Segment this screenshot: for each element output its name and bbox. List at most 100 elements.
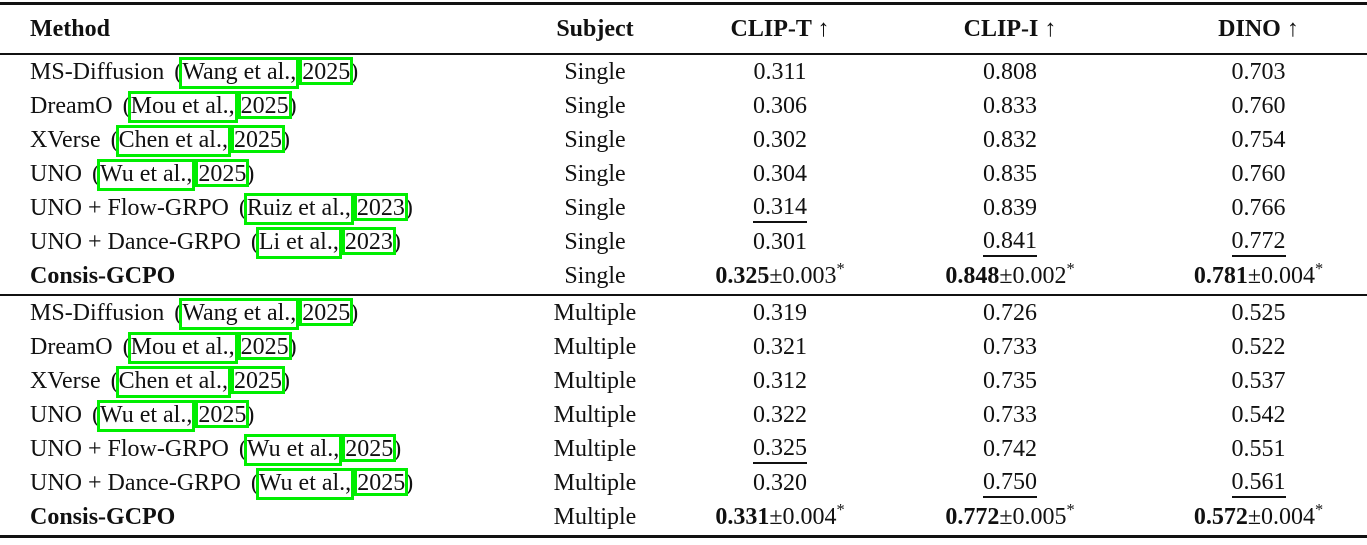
citation-author-link[interactable]: Li et al., xyxy=(258,229,339,256)
citation-author-link[interactable]: Mou et al., xyxy=(130,333,235,360)
col-header-method: Method xyxy=(30,15,110,42)
dino-value-cell: 0.522 xyxy=(1150,334,1367,361)
method-cell: UNO + Flow-GRPO (Ruiz et al., 2023) xyxy=(0,195,500,222)
method-name: MS-Diffusion xyxy=(30,58,165,85)
citation-author-link[interactable]: Ruiz et al., xyxy=(246,195,351,222)
citation-year-link[interactable]: 2023 xyxy=(344,229,393,256)
citation-year-link[interactable]: 2025 xyxy=(198,160,247,187)
citation-author-link[interactable]: Wang et al., xyxy=(182,299,297,326)
clip-t-value: 0.314 xyxy=(753,194,807,224)
clip-t-value-cell: 0.311 xyxy=(690,59,870,86)
clip-t-value-cell: 0.314 xyxy=(690,194,870,224)
dino-stddev: ±0.004 xyxy=(1247,504,1315,531)
citation-year-link[interactable]: 2025 xyxy=(302,58,351,85)
citation-year-link[interactable]: 2025 xyxy=(198,401,247,428)
clip-i-value-cell: 0.733 xyxy=(870,402,1150,429)
citation-year-link[interactable]: 2025 xyxy=(233,126,282,153)
table-row: XVerse (Chen et al., 2025) Single 0.302 0… xyxy=(0,123,1367,157)
citation-close-paren: ) xyxy=(281,367,290,394)
subject-cell: Single xyxy=(564,160,626,187)
dino-value: 0.760 xyxy=(1231,160,1286,187)
col-header-subject: Subject xyxy=(556,15,634,42)
citation-author-link[interactable]: Wu et al., xyxy=(258,470,352,497)
clip-t-value-cell: 0.304 xyxy=(690,161,870,188)
table-row: MS-Diffusion (Wang et al., 2025) Multiple… xyxy=(0,296,1367,330)
clip-i-value: 0.832 xyxy=(983,126,1037,153)
clip-t-value: 0.312 xyxy=(753,367,807,394)
citation: (Wu et al., 2025) xyxy=(92,161,254,187)
citation-author-link[interactable]: Wu et al., xyxy=(246,436,340,463)
dino-value: 0.542 xyxy=(1231,401,1286,428)
table-row: MS-Diffusion (Wang et al., 2025) Single 0… xyxy=(0,55,1367,89)
citation-year-link[interactable]: 2025 xyxy=(240,333,289,360)
citation-close-paren: ) xyxy=(392,229,401,256)
clip-i-stddev: ±0.005 xyxy=(999,504,1067,531)
table-row: UNO + Flow-GRPO (Ruiz et al., 2023) Singl… xyxy=(0,192,1367,226)
method-cell: XVerse (Chen et al., 2025) xyxy=(0,368,500,395)
citation-open-paren: ( xyxy=(92,401,100,428)
citation-open-paren: ( xyxy=(110,367,119,394)
method-name: XVerse xyxy=(30,126,101,153)
method-cell: MS-Diffusion (Wang et al., 2025) xyxy=(0,59,500,86)
dino-value-cell: 0.760 xyxy=(1150,93,1367,120)
dino-value: 0.703 xyxy=(1231,58,1286,85)
citation-year-link[interactable]: 2025 xyxy=(302,299,351,326)
clip-i-value-cell: 0.733 xyxy=(870,334,1150,361)
clip-i-value-cell: 0.841 xyxy=(870,228,1150,258)
citation-close-paren: ) xyxy=(246,160,255,187)
citation-close-paren: ) xyxy=(350,299,359,326)
table-row: UNO + Flow-GRPO (Wu et al., 2025) Multipl… xyxy=(0,433,1367,467)
method-name: DreamO xyxy=(30,333,113,360)
dino-value-cell: 0.703 xyxy=(1150,59,1367,86)
dino-value-cell: 0.537 xyxy=(1150,368,1367,395)
citation-year-link[interactable]: 2023 xyxy=(356,195,405,222)
method-cell: DreamO (Mou et al., 2025) xyxy=(0,93,500,120)
subject-cell: Multiple xyxy=(553,367,637,394)
table-row: Consis-GCPO Multiple 0.331±0.004* 0.772±… xyxy=(0,501,1367,535)
method-name: Consis-GCPO xyxy=(30,263,176,290)
citation-year-link[interactable]: 2025 xyxy=(240,92,289,119)
clip-i-value-cell: 0.742 xyxy=(870,436,1150,463)
dino-value-cell: 0.760 xyxy=(1150,161,1367,188)
clip-t-value-cell: 0.312 xyxy=(690,368,870,395)
dino-value-cell: 0.781±0.004* xyxy=(1150,261,1367,290)
citation-open-paren: ( xyxy=(174,58,183,85)
citation-year-link[interactable]: 2025 xyxy=(357,470,406,497)
clip-i-value: 0.772 xyxy=(945,504,1000,531)
method-name: MS-Diffusion xyxy=(30,299,165,326)
citation-author-link[interactable]: Wu et al., xyxy=(100,160,193,187)
citation-year-link[interactable]: 2025 xyxy=(345,436,394,463)
citation-open-paren: ( xyxy=(238,195,247,222)
citation-author-link[interactable]: Chen et al., xyxy=(118,126,228,153)
clip-i-value: 0.733 xyxy=(983,401,1037,428)
citation-author-link[interactable]: Mou et al., xyxy=(130,92,235,119)
clip-i-value: 0.733 xyxy=(983,333,1037,360)
clip-t-value: 0.325 xyxy=(753,435,807,465)
table-row: DreamO (Mou et al., 2025) Multiple 0.321 … xyxy=(0,330,1367,364)
clip-t-value: 0.325 xyxy=(715,263,770,290)
method-name: UNO xyxy=(30,401,82,428)
citation-year-link[interactable]: 2025 xyxy=(233,367,282,394)
citation-close-paren: ) xyxy=(288,333,297,360)
citation-author-link[interactable]: Wang et al., xyxy=(182,58,297,85)
method-name: UNO + Flow-GRPO xyxy=(30,436,229,463)
subject-cell: Multiple xyxy=(553,504,637,531)
citation: (Wu et al., 2025) xyxy=(92,402,254,428)
method-cell: UNO + Dance-GRPO (Li et al., 2023) xyxy=(0,229,500,256)
citation: (Ruiz et al., 2023) xyxy=(239,195,413,221)
citation-author-link[interactable]: Wu et al., xyxy=(100,401,193,428)
clip-t-value-cell: 0.325±0.003* xyxy=(690,261,870,290)
significance-asterisk: * xyxy=(1315,500,1324,520)
clip-i-value: 0.808 xyxy=(983,58,1037,85)
subject-cell: Multiple xyxy=(553,333,637,360)
clip-i-value-cell: 0.833 xyxy=(870,93,1150,120)
dino-value-cell: 0.525 xyxy=(1150,300,1367,327)
citation-author-link[interactable]: Chen et al., xyxy=(118,367,228,394)
table-row: UNO (Wu et al., 2025) Multiple 0.322 0.73… xyxy=(0,398,1367,432)
clip-t-value: 0.322 xyxy=(753,401,807,428)
dino-value: 0.766 xyxy=(1231,195,1286,222)
dino-value-cell: 0.542 xyxy=(1150,402,1367,429)
method-cell: DreamO (Mou et al., 2025) xyxy=(0,334,500,361)
citation: (Wang et al., 2025) xyxy=(174,300,358,326)
subject-cell: Single xyxy=(564,58,626,85)
